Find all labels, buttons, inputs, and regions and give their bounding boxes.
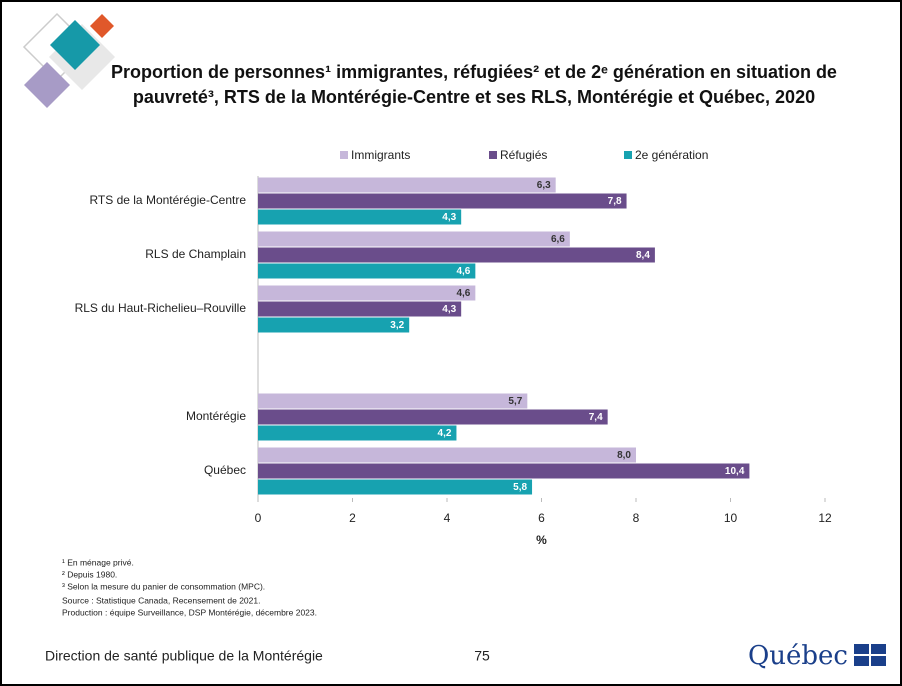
x-tick-label: 12 — [818, 511, 832, 525]
value-label: 8,0 — [617, 450, 631, 461]
decor — [22, 12, 115, 108]
footer-organization: Direction de santé publique de la Montér… — [45, 648, 323, 664]
value-label: 5,7 — [508, 396, 522, 407]
quebec-logo — [854, 644, 886, 666]
bar — [258, 463, 750, 479]
bar — [258, 393, 528, 409]
footnote: Production : équipe Surveillance, DSP Mo… — [62, 607, 317, 617]
value-label: 4,6 — [456, 288, 470, 299]
bar — [258, 409, 608, 425]
legend-swatch — [340, 151, 348, 159]
x-tick-label: 2 — [349, 511, 356, 525]
y-tick-label: Montérégie — [186, 409, 246, 423]
bar — [258, 193, 627, 209]
y-tick-label: Québec — [204, 463, 246, 477]
bar — [258, 247, 655, 263]
quebec-wordmark: Québec — [748, 641, 848, 671]
y-tick-label: RTS de la Montérégie-Centre — [89, 193, 246, 207]
bar — [258, 285, 476, 301]
value-label: 3,2 — [390, 320, 404, 331]
value-label: 4,6 — [456, 266, 470, 277]
value-label: 4,3 — [442, 212, 456, 223]
value-label: 6,3 — [537, 180, 551, 191]
bar — [258, 447, 636, 463]
x-axis-label: % — [536, 533, 547, 547]
value-label: 8,4 — [636, 250, 650, 261]
y-tick-label: RLS de Champlain — [145, 247, 246, 261]
bar — [258, 231, 570, 247]
value-label: 10,4 — [725, 466, 745, 477]
footnote: Source : Statistique Canada, Recensement… — [62, 595, 260, 605]
bar — [258, 209, 462, 225]
legend-label: Immigrants — [351, 148, 410, 162]
x-tick-label: 8 — [633, 511, 640, 525]
page-number: 75 — [474, 648, 490, 664]
bar — [258, 479, 533, 495]
x-tick-label: 6 — [538, 511, 545, 525]
footnote: ² Depuis 1980. — [62, 569, 117, 579]
bar — [258, 301, 462, 317]
value-label: 4,2 — [438, 428, 452, 439]
legend-label: 2e génération — [635, 148, 708, 162]
value-label: 6,6 — [551, 234, 565, 245]
value-label: 4,3 — [442, 304, 456, 315]
chart-title: Proportion de personnes¹ immigrantes, ré… — [111, 62, 837, 107]
x-tick-label: 4 — [444, 511, 451, 525]
value-label: 5,8 — [513, 482, 527, 493]
footnote: ¹ En ménage privé. — [62, 557, 134, 567]
x-tick-label: 10 — [724, 511, 738, 525]
legend-label: Réfugiés — [500, 148, 547, 162]
y-tick-label: RLS du Haut-Richelieu–Rouville — [75, 301, 247, 315]
bar — [258, 317, 410, 333]
footnote: ³ Selon la mesure du panier de consommat… — [62, 581, 265, 591]
value-label: 7,4 — [589, 412, 603, 423]
legend-swatch — [624, 151, 632, 159]
bar — [258, 425, 457, 441]
bar — [258, 177, 556, 193]
value-label: 7,8 — [608, 196, 622, 207]
bar — [258, 263, 476, 279]
x-tick-label: 0 — [255, 511, 262, 525]
legend-swatch — [489, 151, 497, 159]
